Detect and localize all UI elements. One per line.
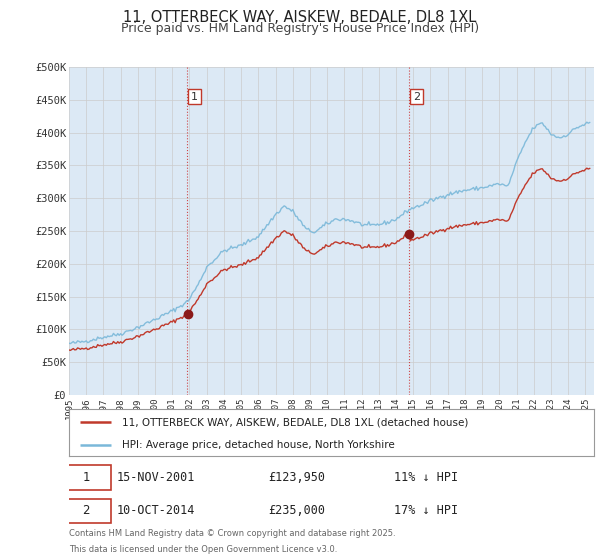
- Text: 17% ↓ HPI: 17% ↓ HPI: [395, 505, 458, 517]
- Text: 11% ↓ HPI: 11% ↓ HPI: [395, 471, 458, 484]
- Text: This data is licensed under the Open Government Licence v3.0.: This data is licensed under the Open Gov…: [69, 545, 337, 554]
- Text: £123,950: £123,950: [269, 471, 325, 484]
- Text: 15-NOV-2001: 15-NOV-2001: [116, 471, 194, 484]
- FancyBboxPatch shape: [61, 465, 111, 489]
- Text: 1: 1: [191, 92, 198, 102]
- Text: 2: 2: [82, 505, 90, 517]
- Text: 11, OTTERBECK WAY, AISKEW, BEDALE, DL8 1XL (detached house): 11, OTTERBECK WAY, AISKEW, BEDALE, DL8 1…: [121, 417, 468, 427]
- Text: 11, OTTERBECK WAY, AISKEW, BEDALE, DL8 1XL: 11, OTTERBECK WAY, AISKEW, BEDALE, DL8 1…: [124, 10, 476, 25]
- Text: 2: 2: [413, 92, 420, 102]
- Text: HPI: Average price, detached house, North Yorkshire: HPI: Average price, detached house, Nort…: [121, 440, 394, 450]
- Text: Contains HM Land Registry data © Crown copyright and database right 2025.: Contains HM Land Registry data © Crown c…: [69, 529, 395, 538]
- Text: 1: 1: [82, 471, 90, 484]
- Text: £235,000: £235,000: [269, 505, 325, 517]
- Text: 10-OCT-2014: 10-OCT-2014: [116, 505, 194, 517]
- FancyBboxPatch shape: [61, 499, 111, 523]
- Text: Price paid vs. HM Land Registry's House Price Index (HPI): Price paid vs. HM Land Registry's House …: [121, 22, 479, 35]
